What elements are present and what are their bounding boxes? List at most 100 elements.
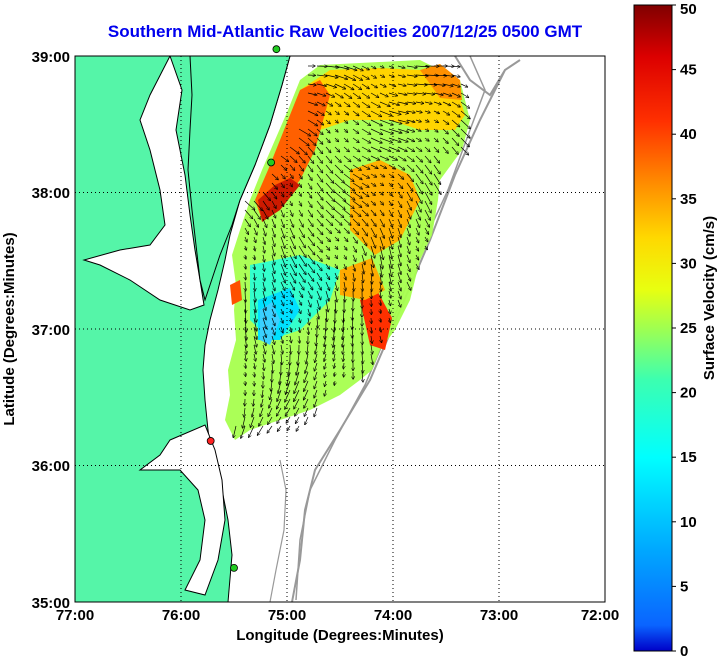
velocity-arrow xyxy=(343,155,351,162)
velocity-arrow xyxy=(304,371,309,382)
velocity-arrow xyxy=(344,281,346,291)
velocity-arrow xyxy=(406,182,413,191)
velocity-arrow xyxy=(280,200,284,206)
velocity-arrow xyxy=(298,263,306,274)
velocity-arrow xyxy=(334,120,338,123)
velocity-arrow xyxy=(315,344,317,354)
velocity-arrow xyxy=(253,299,256,312)
velocity-arrow xyxy=(280,263,286,275)
station-marker xyxy=(267,158,276,167)
colorbar-tick-label: 50 xyxy=(680,1,697,18)
velocity-arrow xyxy=(361,119,370,125)
velocity-arrow xyxy=(325,155,332,163)
velocity-arrow xyxy=(325,191,335,201)
velocity-arrow xyxy=(290,326,291,332)
velocity-arrow xyxy=(424,182,432,195)
velocity-arrow xyxy=(307,290,312,298)
velocity-arrow xyxy=(325,110,331,115)
velocity-arrow xyxy=(433,75,447,76)
velocity-arrow xyxy=(388,155,397,160)
velocity-arrow xyxy=(334,155,341,162)
velocity-arrow xyxy=(324,389,326,396)
velocity-arrow xyxy=(424,146,430,152)
velocity-arrow xyxy=(388,128,402,133)
velocity-arrow xyxy=(289,173,293,178)
velocity-arrow xyxy=(415,164,423,173)
velocity-arrow xyxy=(262,344,265,354)
velocity-arrow xyxy=(333,344,335,354)
velocity-arrow xyxy=(316,191,323,200)
velocity-arrow xyxy=(370,92,379,97)
velocity-arrow xyxy=(271,209,276,218)
x-tick-label: 76:00 xyxy=(162,607,200,624)
velocity-arrow xyxy=(316,218,323,226)
velocity-arrow xyxy=(334,191,346,201)
velocity-arrow xyxy=(262,209,268,219)
velocity-arrow xyxy=(262,227,266,236)
velocity-arrow xyxy=(271,200,276,208)
velocity-arrow xyxy=(406,66,417,68)
velocity-arrow xyxy=(314,380,318,389)
velocity-arrow xyxy=(254,290,256,302)
velocity-arrow xyxy=(294,398,300,409)
velocity-arrow xyxy=(424,164,432,174)
velocity-arrow xyxy=(370,227,376,237)
velocity-arrow xyxy=(379,75,384,77)
velocity-arrow xyxy=(370,137,382,143)
velocity-arrow xyxy=(324,335,327,347)
velocity-arrow xyxy=(298,290,303,297)
velocity-arrow xyxy=(280,209,284,217)
velocity-arrow xyxy=(406,218,410,228)
velocity-arrow xyxy=(325,74,338,78)
velocity-arrow xyxy=(280,173,285,179)
velocity-arrow xyxy=(271,380,272,391)
velocity-arrow xyxy=(316,110,324,115)
velocity-arrow xyxy=(298,272,305,282)
velocity-arrow xyxy=(298,173,302,179)
velocity-arrow xyxy=(281,308,283,314)
velocity-arrow xyxy=(271,335,275,344)
velocity-arrow xyxy=(304,407,309,416)
y-ticks: 39:00 38:00 37:00 36:00 35:00 xyxy=(32,49,70,612)
velocity-arrow xyxy=(245,371,246,376)
velocity-arrow xyxy=(442,110,449,115)
bathymetry-contour xyxy=(269,459,287,602)
velocity-arrow xyxy=(305,362,309,373)
velocity-arrow xyxy=(406,111,415,113)
velocity-arrow xyxy=(253,200,262,210)
velocity-arrow xyxy=(433,84,445,86)
velocity-arrow xyxy=(304,398,309,408)
velocity-arrow xyxy=(316,83,326,86)
velocity-arrow xyxy=(314,371,318,380)
velocity-arrow xyxy=(316,272,322,280)
velocity-arrow xyxy=(424,173,432,185)
velocity-arrow xyxy=(281,353,282,365)
velocity-arrow xyxy=(388,263,392,276)
colorbar-tick-label: 45 xyxy=(680,62,697,79)
velocity-arrow xyxy=(370,128,382,134)
velocity-arrow xyxy=(263,254,264,262)
velocity-arrow xyxy=(370,173,376,177)
velocity-arrow xyxy=(334,173,344,183)
velocity-arrow xyxy=(424,120,429,122)
velocity-arrow xyxy=(244,209,253,219)
velocity-arrow xyxy=(379,119,393,125)
velocity-arrow xyxy=(388,218,393,227)
velocity-arrow xyxy=(244,218,250,227)
velocity-arrow xyxy=(262,299,266,310)
velocity-arrow xyxy=(380,326,381,332)
velocity-arrow xyxy=(379,263,382,277)
velocity-arrow xyxy=(397,218,401,227)
velocity-arrow xyxy=(316,236,323,243)
velocity-arrow xyxy=(343,218,351,225)
velocity-arrow xyxy=(352,155,360,161)
velocity-arrow xyxy=(245,317,246,332)
velocity-arrow xyxy=(271,182,277,189)
velocity-arrow xyxy=(397,200,402,207)
velocity-arrow xyxy=(397,66,405,68)
velocity-arrow xyxy=(307,137,316,145)
velocity-arrow xyxy=(415,236,419,243)
velocity-arrow xyxy=(316,335,317,345)
velocity-arrow xyxy=(287,425,291,430)
